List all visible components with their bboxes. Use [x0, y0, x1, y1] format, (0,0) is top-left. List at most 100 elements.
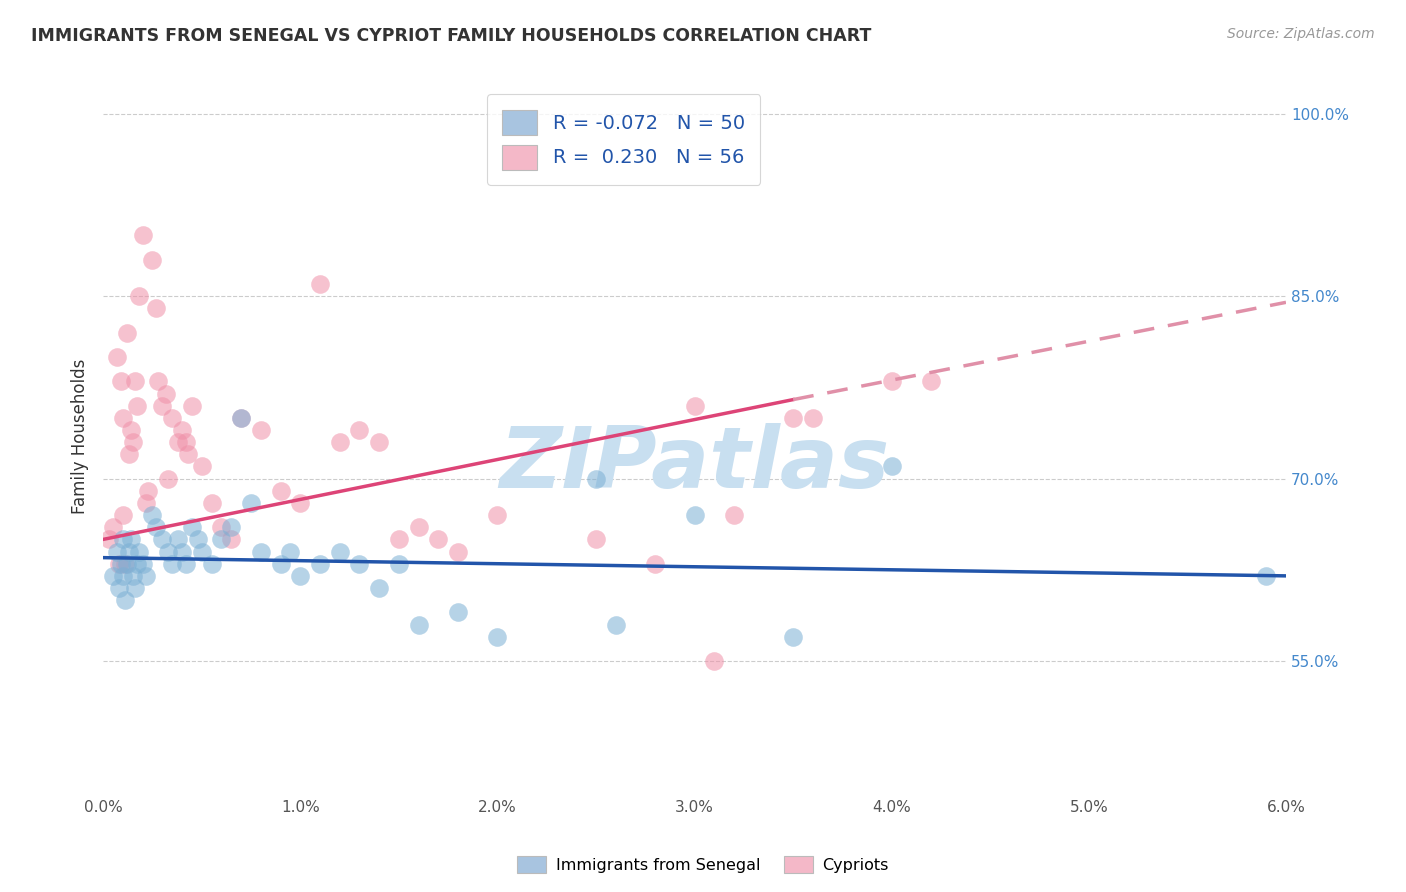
Point: [920, 375, 942, 389]
Point: [114, 557, 136, 571]
Point: [170, 423, 193, 437]
Point: [309, 557, 332, 571]
Point: [388, 533, 411, 547]
Point: [170, 544, 193, 558]
Text: ZIPatlas: ZIPatlas: [499, 424, 890, 507]
Point: [240, 496, 263, 510]
Point: [111, 533, 134, 547]
Point: [128, 544, 150, 558]
Point: [115, 557, 138, 571]
Point: [177, 447, 200, 461]
Point: [157, 544, 180, 558]
Text: IMMIGRANTS FROM SENEGAL VS CYPRIOT FAMILY HOUSEHOLDS CORRELATION CHART: IMMIGRANTS FROM SENEGAL VS CYPRIOT FAMIL…: [31, 27, 872, 45]
Point: [605, 617, 627, 632]
Point: [585, 472, 607, 486]
Point: [108, 581, 131, 595]
Point: [447, 544, 470, 558]
Point: [121, 435, 143, 450]
Point: [121, 569, 143, 583]
Point: [98, 533, 121, 547]
Point: [111, 569, 134, 583]
Point: [309, 277, 332, 292]
Point: [141, 252, 163, 267]
Point: [644, 557, 666, 571]
Point: [111, 410, 134, 425]
Point: [388, 557, 411, 571]
Point: [585, 533, 607, 547]
Point: [683, 508, 706, 522]
Point: [280, 544, 302, 558]
Point: [190, 459, 212, 474]
Point: [124, 375, 146, 389]
Point: [329, 544, 352, 558]
Point: [167, 533, 190, 547]
Point: [219, 533, 242, 547]
Point: [250, 423, 273, 437]
Point: [138, 483, 160, 498]
Point: [145, 301, 167, 316]
Point: [110, 557, 132, 571]
Point: [290, 569, 312, 583]
Point: [174, 435, 197, 450]
Point: [1256, 569, 1278, 583]
Point: [108, 557, 131, 571]
Point: [131, 557, 153, 571]
Point: [120, 423, 142, 437]
Point: [486, 630, 509, 644]
Point: [447, 605, 470, 619]
Point: [880, 459, 903, 474]
Legend: Immigrants from Senegal, Cypriots: Immigrants from Senegal, Cypriots: [510, 849, 896, 880]
Point: [105, 350, 128, 364]
Point: [209, 520, 232, 534]
Point: [148, 375, 170, 389]
Point: [128, 289, 150, 303]
Legend: R = -0.072   N = 50, R =  0.230   N = 56: R = -0.072 N = 50, R = 0.230 N = 56: [486, 95, 761, 186]
Point: [368, 581, 391, 595]
Point: [200, 496, 222, 510]
Point: [486, 508, 509, 522]
Point: [229, 410, 252, 425]
Point: [125, 399, 148, 413]
Y-axis label: Family Households: Family Households: [72, 359, 89, 514]
Text: Source: ZipAtlas.com: Source: ZipAtlas.com: [1227, 27, 1375, 41]
Point: [174, 557, 197, 571]
Point: [135, 496, 157, 510]
Point: [703, 654, 725, 668]
Point: [270, 557, 292, 571]
Point: [782, 630, 804, 644]
Point: [111, 508, 134, 522]
Point: [135, 569, 157, 583]
Point: [125, 557, 148, 571]
Point: [180, 399, 202, 413]
Point: [349, 423, 371, 437]
Point: [155, 386, 177, 401]
Point: [270, 483, 292, 498]
Point: [408, 520, 430, 534]
Point: [145, 520, 167, 534]
Point: [801, 410, 824, 425]
Point: [427, 533, 450, 547]
Point: [124, 581, 146, 595]
Point: [349, 557, 371, 571]
Point: [101, 569, 124, 583]
Point: [190, 544, 212, 558]
Point: [250, 544, 273, 558]
Point: [200, 557, 222, 571]
Point: [167, 435, 190, 450]
Point: [150, 533, 173, 547]
Point: [160, 410, 183, 425]
Point: [723, 508, 745, 522]
Point: [782, 410, 804, 425]
Point: [683, 399, 706, 413]
Point: [209, 533, 232, 547]
Point: [408, 617, 430, 632]
Point: [141, 508, 163, 522]
Point: [290, 496, 312, 510]
Point: [368, 435, 391, 450]
Point: [120, 533, 142, 547]
Point: [118, 544, 141, 558]
Point: [157, 472, 180, 486]
Point: [114, 593, 136, 607]
Point: [110, 375, 132, 389]
Point: [105, 544, 128, 558]
